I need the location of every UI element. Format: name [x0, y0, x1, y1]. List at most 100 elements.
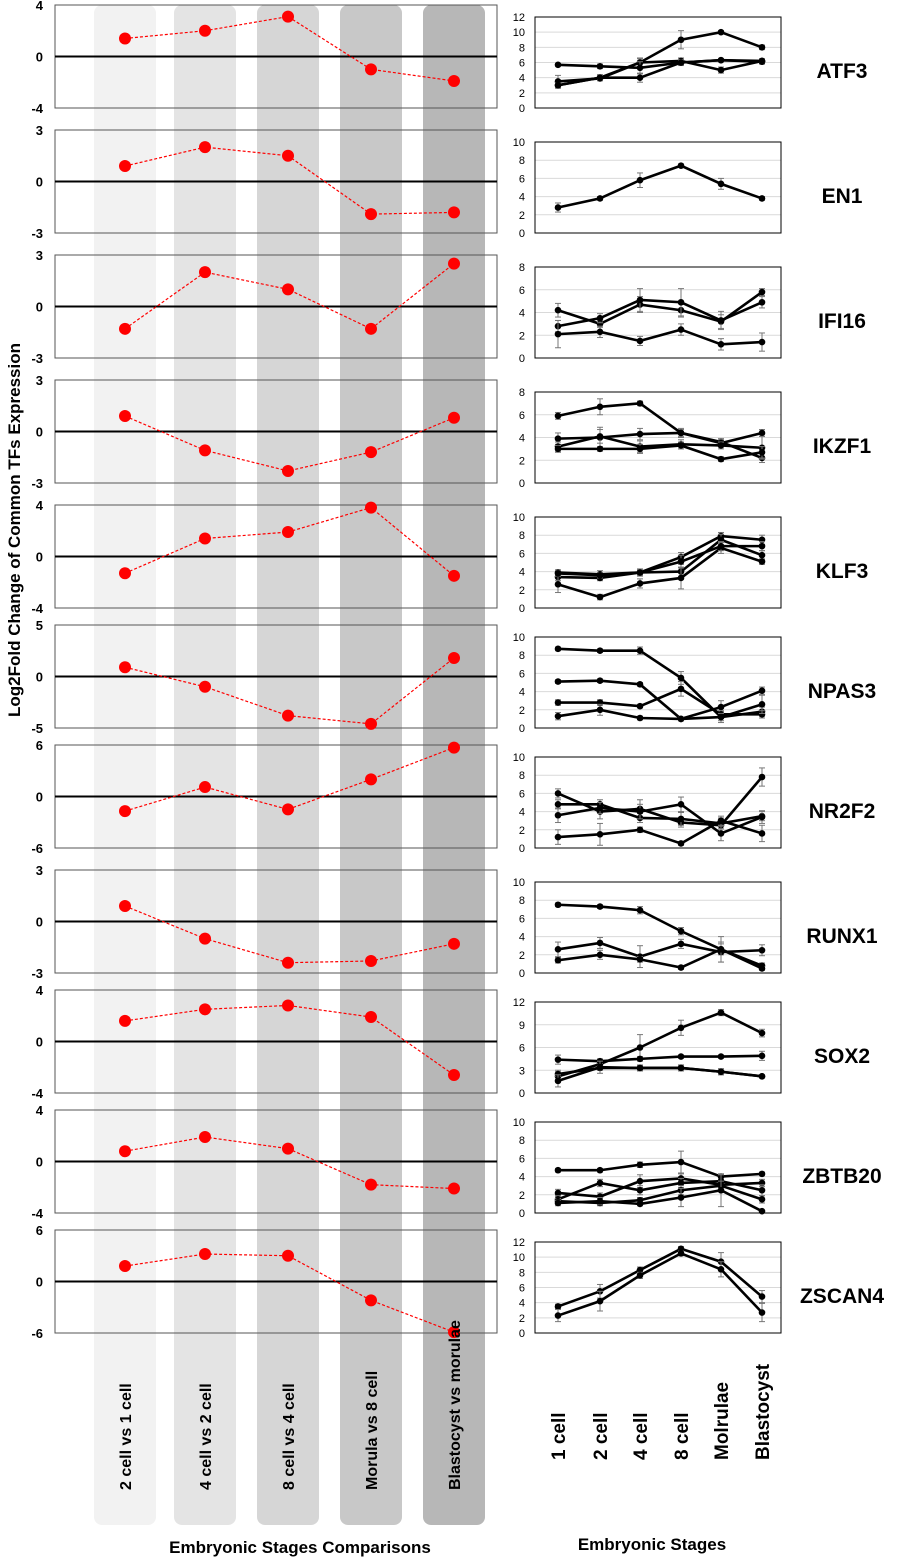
- expression-point: [758, 448, 766, 456]
- y-tick-label: 3: [36, 863, 43, 878]
- fold-change-point: [282, 999, 294, 1012]
- fold-change-point: [199, 1248, 211, 1261]
- gene-label: KLF3: [816, 560, 869, 583]
- stage-band: [257, 5, 319, 1525]
- expression-point: [758, 1073, 766, 1080]
- expression-point: [554, 435, 562, 442]
- expression-point: [758, 57, 766, 65]
- expression-point: [677, 715, 685, 723]
- expression-point: [677, 326, 685, 333]
- expression-point: [758, 1029, 766, 1037]
- left-panel-en1: 3 0 -3: [31, 123, 498, 241]
- expression-point: [596, 403, 604, 411]
- expression-point: [636, 337, 644, 345]
- expression-point: [717, 66, 725, 74]
- fold-change-point: [199, 141, 211, 154]
- expression-point: [596, 320, 604, 328]
- expression-point: [554, 412, 562, 420]
- expression-point: [677, 1194, 685, 1201]
- expression-point: [717, 442, 725, 449]
- left-panel-sox2: 4 0 -4: [31, 983, 498, 1101]
- y-tick-label: 6: [519, 1283, 525, 1295]
- fold-change-point: [365, 1294, 377, 1307]
- stage-comparison-label: 2 cell vs 1 cell: [118, 1383, 135, 1490]
- fold-change-point: [365, 322, 377, 335]
- expression-point: [554, 61, 562, 69]
- y-tick-label: 0: [36, 915, 43, 930]
- y-tick-label: 8: [519, 895, 525, 907]
- expression-point: [758, 946, 766, 954]
- expression-point: [677, 442, 685, 449]
- fold-change-point: [448, 1326, 460, 1339]
- y-tick-label: 5: [36, 618, 43, 633]
- stage-comparison-label: 4 cell vs 2 cell: [198, 1383, 215, 1490]
- y-tick-label: 4: [519, 1298, 525, 1310]
- expression-point: [554, 570, 562, 577]
- expression-point: [758, 813, 766, 821]
- expression-point: [758, 558, 766, 565]
- expression-point: [554, 678, 562, 685]
- y-tick-label: 0: [36, 175, 43, 190]
- y-tick-label: 4: [519, 308, 525, 320]
- expression-point: [554, 712, 562, 720]
- expression-point: [677, 298, 685, 306]
- y-tick-label: 4: [519, 433, 525, 445]
- expression-line: [557, 58, 763, 87]
- expression-series: [554, 936, 766, 972]
- expression-point: [596, 593, 604, 601]
- expression-point: [717, 317, 725, 324]
- expression-point: [636, 702, 644, 710]
- fold-change-point: [119, 1014, 131, 1027]
- y-tick-label: 9: [519, 1020, 525, 1032]
- fold-change-point: [199, 24, 211, 37]
- expression-point: [636, 64, 644, 72]
- expression-line: [557, 546, 763, 599]
- gene-label: EN1: [822, 185, 863, 208]
- right-x-axis-label: Embryonic Stages: [578, 1535, 726, 1554]
- y-tick-label: -4: [31, 601, 43, 616]
- y-tick-label: 10: [513, 632, 525, 644]
- expression-point: [554, 1166, 562, 1174]
- panel-frame: [534, 1241, 782, 1334]
- expression-line: [557, 538, 763, 580]
- fold-change-point: [199, 266, 211, 279]
- panel-frame: [534, 516, 782, 609]
- y-tick-label: 10: [513, 512, 525, 524]
- right-panel-zbtb20: 0 2 4 6 8 10 ZBTB20: [513, 1117, 882, 1220]
- fold-change-point: [365, 446, 377, 459]
- expression-point: [758, 1207, 766, 1215]
- left-panel-zbtb20: 4 0 -4: [31, 1103, 498, 1221]
- expression-point: [758, 1170, 766, 1178]
- expression-point: [636, 569, 644, 576]
- expression-point: [717, 817, 725, 824]
- y-tick-label: 6: [519, 1043, 525, 1055]
- expression-point: [554, 1189, 562, 1197]
- gene-label: NPAS3: [808, 680, 876, 703]
- expression-line: [557, 1247, 763, 1308]
- expression-point: [596, 74, 604, 81]
- y-tick-label: 2: [519, 1190, 525, 1202]
- expression-point: [636, 400, 644, 407]
- y-tick-label: -4: [31, 1086, 43, 1101]
- y-tick-label: -3: [31, 966, 43, 981]
- fold-change-point: [199, 1131, 211, 1144]
- fold-change-point: [365, 208, 377, 221]
- y-tick-label: 3: [36, 248, 43, 263]
- expression-point: [758, 1309, 766, 1316]
- expression-point: [554, 1070, 562, 1078]
- fold-change-point: [282, 1142, 294, 1155]
- expression-series: [554, 441, 766, 463]
- expression-point: [636, 296, 644, 304]
- expression-point: [596, 1179, 604, 1187]
- expression-point: [554, 901, 562, 909]
- y-tick-label: 0: [36, 425, 43, 440]
- expression-point: [596, 433, 604, 440]
- panel-frame: [534, 881, 782, 974]
- expression-point: [717, 180, 725, 188]
- y-tick-label: 8: [519, 650, 525, 662]
- left-panel-ifi16: 3 0 -3: [31, 248, 498, 366]
- fold-change-point: [282, 1249, 294, 1262]
- y-tick-label: 6: [519, 788, 525, 800]
- right-panel-npas3: 0 2 4 6 8 10 NPAS3: [513, 632, 876, 735]
- expression-point: [717, 1186, 725, 1194]
